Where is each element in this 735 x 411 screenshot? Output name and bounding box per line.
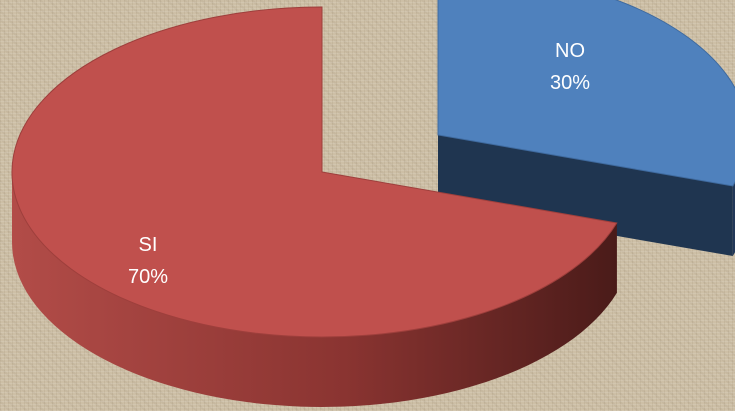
slice-side-si [12,172,617,407]
slice-side-no [732,182,735,256]
slice-label-no: NO [555,40,585,62]
slice-top-no[interactable] [437,0,735,187]
slice-value-no: 30% [550,72,590,94]
slice-top-si[interactable] [11,6,618,338]
slice-label-si: SI [139,234,158,256]
slice-cut-no [438,135,733,256]
slice-value-si: 70% [128,266,168,288]
